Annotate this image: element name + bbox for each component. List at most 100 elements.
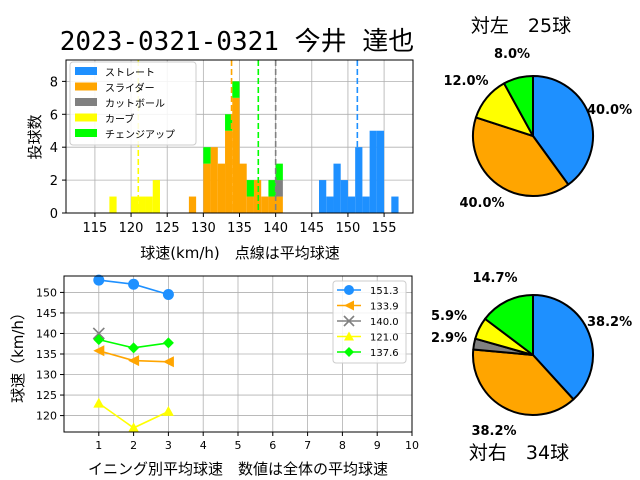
hist-bar-slider [188, 196, 197, 213]
point-changeup [128, 342, 140, 354]
line-ylabel: 球速（km/h） [9, 305, 27, 403]
legend-label-slider: スライダー [105, 82, 155, 95]
hist-bar-slider [203, 163, 211, 213]
hist-bar-straight [376, 130, 385, 213]
line-legend-marker-curve [344, 331, 354, 341]
inning-line-chart: 1 2 3 4 5 6 7 8 9 10 120 125 130 135 140 145 150 イニング別平均球… [9, 274, 419, 478]
point-changeup [93, 334, 105, 346]
hist-bar-slider [217, 163, 226, 213]
line-ytick-label: 150 [36, 286, 57, 299]
pie-label-curve: 12.0% [443, 74, 488, 89]
legend-swatch-curve [75, 113, 97, 122]
line-ytick-label: 145 [36, 307, 57, 320]
hist-bar-straight [347, 196, 356, 213]
hist-bar-straight [355, 147, 363, 213]
point-cutball [92, 327, 105, 340]
pie-vs-left: 40.0% 40.0% 12.0% 8.0% [443, 47, 632, 211]
line-legend-label-curve: 121.0 [370, 333, 399, 344]
pie-slice-straight [532, 75, 594, 186]
pie-label-slider: 38.2% [471, 424, 516, 439]
hist-bar-changeup [275, 163, 283, 181]
pie-slice-changeup [484, 294, 534, 356]
point-straight [162, 288, 174, 300]
pie-label-curve: 5.9% [431, 309, 467, 324]
line-xtick-label: 7 [304, 439, 311, 452]
hist-xtick-label: 145 [299, 221, 324, 236]
hist-bar-straight [333, 163, 341, 213]
line-ytick-label: 135 [36, 348, 57, 361]
legend-swatch-straight [75, 67, 97, 75]
legend-label-curve: カーブ [105, 113, 134, 126]
hist-xtick-label: 115 [83, 221, 108, 236]
line-ytick-label: 130 [36, 369, 57, 382]
pie-slice-changeup [503, 75, 534, 137]
pie-left-title: 対左 25球 [471, 15, 571, 37]
hist-bar-slider [246, 196, 254, 213]
hist-xtick-label: 130 [191, 221, 216, 236]
line-legend-marker-straight [344, 285, 354, 295]
hist-bar-curve [109, 196, 117, 213]
hist-bar-slider [268, 196, 276, 213]
line-ytick-label: 140 [36, 327, 57, 340]
line-xtick-label: 2 [130, 439, 137, 452]
main-title: 2023-0321-0321 今井 達也 [60, 27, 414, 57]
point-straight [93, 274, 105, 286]
hist-xtick-label: 125 [155, 221, 180, 236]
line-legend-marker-cutball [343, 315, 355, 327]
line-legend-label-straight: 151.3 [370, 286, 399, 297]
pie-vs-right: 38.2% 38.2% 2.9% 5.9% 14.7% [431, 271, 632, 439]
hist-bar-straight [340, 180, 348, 213]
hist-bar-changeup [203, 147, 211, 164]
pie-label-straight: 40.0% [587, 103, 632, 118]
hist-bar-curve [152, 180, 160, 213]
hist-ytick-label: 4 [50, 141, 58, 156]
point-curve [128, 422, 140, 433]
hist-bar-cutball [275, 180, 283, 197]
line-ytick-label: 125 [36, 389, 57, 402]
legend-swatch-changeup [75, 129, 97, 137]
legend-swatch-cutball [75, 98, 97, 106]
line-xtick-label: 6 [269, 439, 276, 452]
hist-xtick-label: 135 [227, 221, 252, 236]
hist-xlabel: 球速(km/h) 点線は平均球速 [140, 244, 340, 262]
point-slider [128, 355, 140, 367]
line-legend-marker-slider [344, 300, 354, 311]
hist-xtick-label: 155 [372, 221, 397, 236]
line-legend-label-cutball: 140.0 [370, 317, 399, 328]
hist-legend-box [69, 61, 197, 146]
point-changeup [162, 337, 174, 349]
pie-label-straight: 38.2% [587, 315, 632, 330]
line-xtick-label: 3 [165, 439, 172, 452]
pie-slice-slider [472, 116, 570, 197]
hist-bar-slider [232, 97, 240, 213]
legend-label-changeup: チェンジアップ [105, 129, 175, 141]
hist-bar-changeup [225, 114, 233, 131]
hist-xtick-label: 120 [119, 221, 144, 236]
hist-bar-straight [362, 196, 370, 213]
line-xtick-label: 1 [95, 439, 102, 452]
hist-bar-changeup [268, 180, 276, 197]
hist-bar-straight [369, 130, 377, 213]
pie-label-cutball: 2.9% [431, 331, 467, 346]
hist-bar-slider [239, 163, 247, 213]
pie-slice-slider [472, 348, 575, 416]
hist-bar-straight [391, 196, 399, 213]
line-legend-marker-changeup [344, 347, 354, 357]
hist-xtick-label: 140 [263, 221, 288, 236]
hist-ytick-label: 2 [50, 174, 58, 189]
line-xtick-label: 8 [339, 439, 346, 452]
line-legend: 151.3 133.9 140.0 121.0 137.6 [332, 280, 407, 364]
line-legend-box [332, 280, 407, 364]
pie-label-changeup: 14.7% [472, 271, 517, 286]
legend-label-cutball: カットボール [105, 98, 165, 110]
line-legend-label-changeup: 137.6 [370, 348, 399, 359]
hist-bar-curve [131, 196, 139, 213]
line-xtick-label: 10 [405, 439, 419, 452]
pie-label-slider: 40.0% [459, 196, 504, 211]
point-straight [128, 278, 140, 290]
hist-xtick-label: 150 [336, 221, 361, 236]
line-xtick-label: 9 [374, 439, 381, 452]
pie-right-title: 対右 34球 [469, 442, 569, 464]
